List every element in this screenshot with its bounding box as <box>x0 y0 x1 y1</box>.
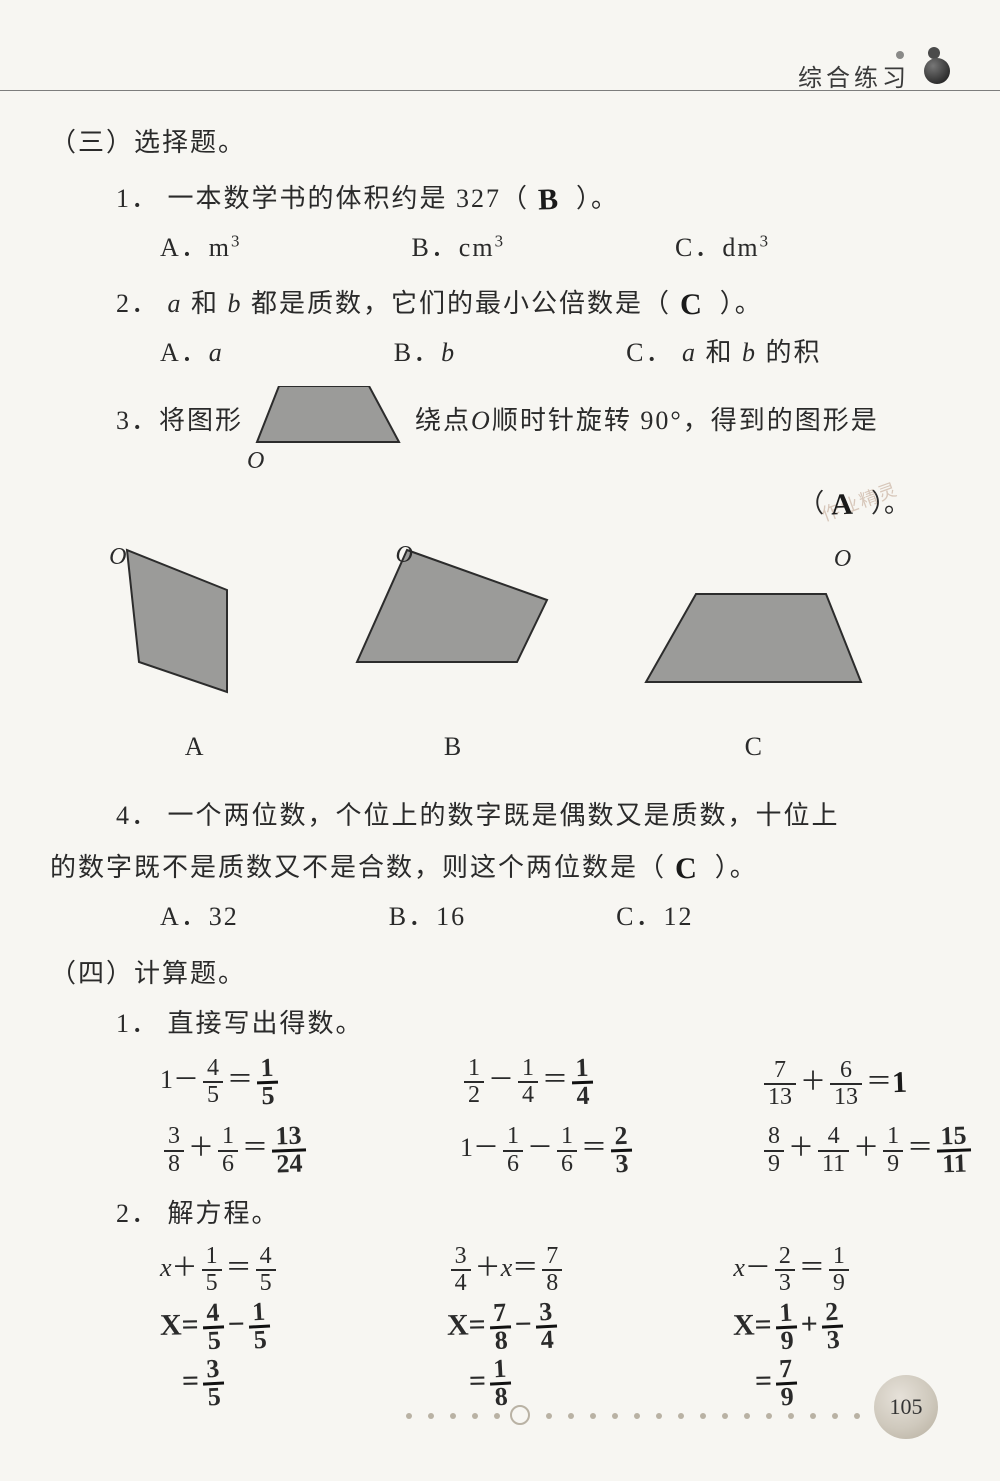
q3-2-num: 2． <box>116 289 159 318</box>
shape-A-label: A <box>119 724 269 771</box>
shape-B: O B <box>347 542 557 771</box>
inline-trapezoid: O <box>249 386 409 456</box>
q3-1-optB: B．cm3 <box>411 225 505 272</box>
q3-4-optB: B．16 <box>389 894 466 941</box>
equation: 34＋x＝78 <box>447 1244 567 1296</box>
q3-1-answer: B <box>537 172 565 227</box>
equation: x＋15＝45 <box>160 1244 280 1296</box>
q3-4-answer: C <box>674 841 704 896</box>
calc-item: 38＋16＝1324 <box>160 1124 400 1176</box>
solve-column: 34＋x＝78 X=78−34=18 <box>447 1244 654 1409</box>
q3-4: 4． 一个两位数，个位上的数字既是偶数又是质数，十位上 <box>116 793 940 840</box>
inline-trap-poly <box>257 386 399 442</box>
footer-dots <box>546 1413 860 1419</box>
q4-2: 2． 解方程。 <box>116 1191 940 1238</box>
q3-3: 3． 将图形 O 绕点 O 顺时针旋转 90°，得到的图形是 <box>116 386 940 456</box>
q3-2-answer: C <box>679 277 709 332</box>
calc-row-2: 38＋16＝13241－16－16＝2389＋411＋19＝1511 <box>160 1124 940 1176</box>
q3-3-num: 3． <box>116 398 159 445</box>
q3-4-num: 4． <box>116 801 159 830</box>
q3-3-answer-line: 作业精灵 （ A ）。 <box>50 476 910 530</box>
section3-title: （三）选择题。 <box>50 120 940 167</box>
inline-trap-svg <box>249 386 409 456</box>
q3-1: 1． 一本数学书的体积约是 327（ B ）。 <box>116 171 940 225</box>
q3-1-post: ）。 <box>576 184 619 213</box>
q4-1: 1． 直接写出得数。 <box>116 1001 940 1048</box>
q3-1-optA: A．m3 <box>160 225 241 272</box>
calc-item: 713＋613＝1 <box>760 1054 1000 1110</box>
footer-dots-left <box>406 1413 500 1419</box>
q3-3-answer: A <box>830 478 860 533</box>
footer-ring-icon <box>510 1405 530 1425</box>
header-sphere-icon <box>924 58 950 84</box>
q3-1-pre: 一本数学书的体积约是 327（ <box>168 184 530 213</box>
solve-step: X=45−15 <box>160 1298 368 1354</box>
header-rule <box>0 90 1000 91</box>
calc-item: 1－16－16＝23 <box>460 1124 700 1176</box>
section4-title: （四）计算题。 <box>50 951 940 998</box>
content: （三）选择题。 1． 一本数学书的体积约是 327（ B ）。 A．m3 B．c… <box>50 120 940 1409</box>
solve-column: x＋15＝45 X=45−15=35 <box>160 1244 367 1409</box>
shape-C: O C <box>636 542 871 771</box>
calc-item: 12－14＝14 <box>460 1056 700 1108</box>
q3-1-num: 1． <box>116 184 159 213</box>
solve-step: =18 <box>468 1355 654 1411</box>
q3-4-optA: A．32 <box>160 894 239 941</box>
q3-4-line2: 的数字既不是质数又不是合数，则这个两位数是（ C ）。 <box>50 840 940 894</box>
shape-A-svg <box>119 542 269 702</box>
header-label: 综合练习 <box>798 58 910 101</box>
equation: x－23＝19 <box>733 1244 853 1296</box>
shape-B-svg <box>347 542 557 702</box>
solve-step: X=19+23 <box>733 1298 941 1354</box>
solve-step: =35 <box>182 1355 368 1411</box>
q3-2-optA: A．a <box>160 330 224 377</box>
page-number-badge: 105 <box>874 1375 938 1439</box>
q3-2-optB: B．b <box>394 330 456 377</box>
q3-4-options: A．32 B．16 C．12 <box>160 894 940 941</box>
solve-equations: x＋15＝45 X=45−15=35 34＋x＝78 X=78−34=18 x－… <box>160 1244 940 1409</box>
calc-row-1: 1－45＝1512－14＝14713＋613＝1 <box>160 1054 940 1110</box>
solve-step: X=78−34 <box>446 1298 654 1354</box>
shape-C-label: C <box>636 724 871 771</box>
page: 综合练习 （三）选择题。 1． 一本数学书的体积约是 327（ B ）。 A．m… <box>0 0 1000 1481</box>
q3-1-options: A．m3 B．cm3 C．dm3 <box>160 225 940 272</box>
q3-2-optC: C． a 和 b 的积 <box>626 330 821 377</box>
shape-B-label: B <box>347 724 557 771</box>
shape-A: O A <box>119 542 269 771</box>
calc-item: 89＋411＋19＝1511 <box>760 1124 1000 1176</box>
q3-1-optC: C．dm3 <box>675 225 770 272</box>
q3-3-shapes: O A O B O C <box>80 542 910 771</box>
q3-2: 2． a 和 b 都是质数，它们的最小公倍数是（ C ）。 <box>116 276 940 330</box>
calc-item: 1－45＝15 <box>160 1056 400 1108</box>
q3-4-optC: C．12 <box>616 894 693 941</box>
page-number: 105 <box>890 1387 923 1427</box>
q3-2-options: A．a B．b C． a 和 b 的积 <box>160 330 940 377</box>
